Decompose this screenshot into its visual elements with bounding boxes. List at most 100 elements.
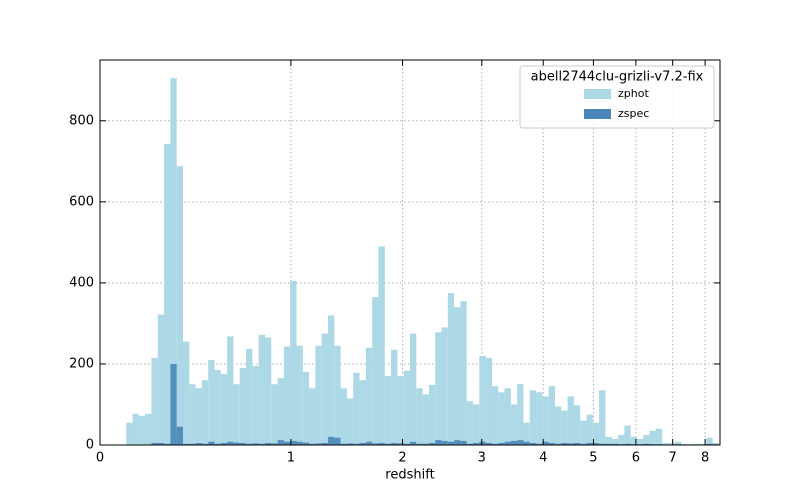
bar (592, 442, 600, 445)
bar (428, 385, 436, 445)
bar (655, 428, 663, 445)
bar (504, 441, 511, 445)
bar (567, 396, 574, 445)
plot-frame (99, 59, 721, 446)
x-tick-label: 6 (632, 451, 640, 466)
bar (353, 443, 360, 445)
bar (422, 394, 429, 445)
bar (491, 386, 499, 445)
bar (176, 426, 183, 445)
bar (573, 442, 581, 445)
bar (491, 443, 499, 445)
bar (580, 420, 587, 445)
bar (454, 440, 461, 445)
bar (227, 441, 234, 445)
bar (466, 401, 474, 445)
bar (283, 346, 291, 445)
bar (315, 345, 322, 445)
bar (643, 443, 650, 445)
bar (233, 384, 240, 445)
bar (523, 441, 530, 445)
bar (220, 374, 228, 445)
bar (548, 386, 555, 445)
bar (397, 443, 404, 445)
bar (536, 392, 543, 445)
bar (479, 355, 486, 445)
x-tick-label: 8 (701, 451, 709, 466)
bar (441, 327, 448, 445)
bar (498, 442, 505, 445)
bar (422, 443, 429, 445)
bar (510, 440, 518, 445)
bar (473, 442, 480, 445)
bar (681, 443, 688, 445)
bar (712, 442, 719, 445)
bar (290, 440, 297, 445)
bar (416, 443, 423, 445)
bar (302, 372, 310, 445)
bar (264, 442, 272, 445)
bar (561, 442, 568, 445)
bar (145, 413, 152, 445)
bar (277, 440, 284, 445)
bar (567, 443, 574, 445)
bar (334, 345, 341, 445)
bar (138, 415, 146, 445)
bar (529, 442, 537, 445)
bar (277, 378, 284, 445)
bar (649, 430, 656, 445)
bar (384, 443, 392, 445)
x-axis-label: redshift (385, 468, 434, 483)
bar (643, 434, 650, 445)
bar (378, 246, 385, 445)
bar (258, 334, 265, 445)
bar (624, 443, 631, 445)
bar (605, 436, 612, 445)
bar (340, 388, 347, 445)
x-tick-label: 0 (96, 451, 104, 466)
bar (662, 442, 669, 445)
bar (586, 442, 593, 445)
bar (132, 413, 139, 445)
bar (164, 143, 171, 446)
bar (517, 384, 524, 445)
bar (441, 440, 448, 445)
bar (561, 410, 568, 445)
bar (182, 443, 190, 445)
bar (403, 443, 410, 445)
bar (435, 332, 442, 445)
bar (706, 437, 713, 445)
bar (479, 441, 486, 445)
bar (554, 406, 562, 445)
y-tick-label: 0 (86, 438, 94, 453)
bar (252, 365, 259, 445)
bar (403, 370, 410, 445)
x-tick-label: 3 (478, 451, 486, 466)
legend-label: zphot (618, 87, 649, 100)
bar (599, 390, 606, 445)
bar (435, 440, 442, 445)
bar (416, 388, 423, 445)
bar (296, 345, 303, 445)
bar (460, 440, 467, 445)
bar (409, 441, 417, 445)
bar (536, 443, 543, 445)
bar (466, 443, 474, 445)
bar (674, 441, 682, 445)
legend: abell2744clu-grizli-v7.2-fix zphot zspec (519, 65, 715, 129)
bar (365, 441, 373, 445)
bar (378, 442, 385, 445)
bar (346, 398, 354, 445)
y-tick-label: 400 (69, 275, 94, 290)
bar (504, 388, 511, 445)
legend-swatch (584, 89, 611, 99)
bar (328, 315, 335, 445)
bar (321, 442, 329, 445)
bar (195, 442, 202, 445)
bar (239, 368, 247, 445)
bar (233, 442, 240, 445)
legend-box (519, 65, 715, 129)
bar (409, 333, 417, 445)
bar (599, 443, 606, 445)
